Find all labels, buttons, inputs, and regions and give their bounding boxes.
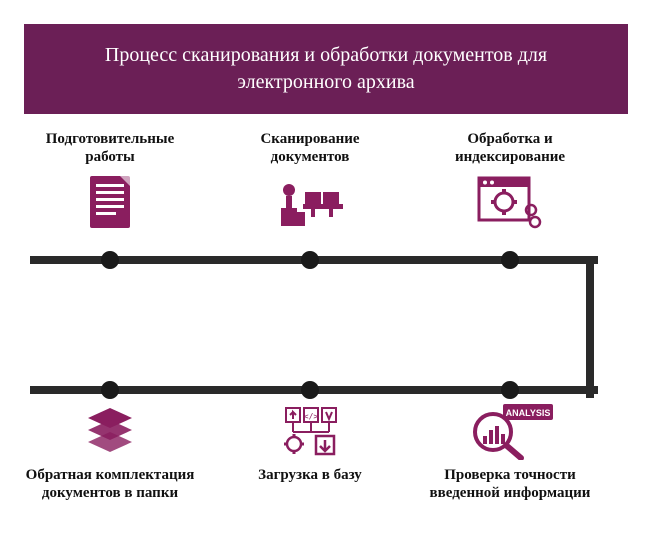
step-label: Подготовительные работы — [20, 130, 200, 166]
step-prep: Подготовительные работы — [20, 130, 200, 232]
stack-icon — [75, 400, 145, 460]
gears-window-icon — [475, 172, 545, 232]
flow-edge — [586, 260, 594, 398]
step-upload: </> Загрузка в базу — [220, 400, 400, 484]
flow-node — [101, 381, 119, 399]
analysis-badge-text: ANALYSIS — [506, 408, 551, 418]
flow-node — [301, 251, 319, 269]
step-verify: ANALYSIS Проверка точности введенной инф… — [420, 400, 600, 502]
document-icon — [75, 172, 145, 232]
step-label: Сканирование документов — [220, 130, 400, 166]
step-index: Обработка и индексирование — [420, 130, 600, 232]
step-label: Обработка и индексирование — [420, 130, 600, 166]
flow-node — [501, 381, 519, 399]
flow-node — [301, 381, 319, 399]
step-label: Загрузка в базу — [220, 466, 400, 484]
svg-text:</>: </> — [304, 412, 319, 421]
step-label: Обратная комплектация документов в папки — [20, 466, 200, 502]
analysis-icon: ANALYSIS — [465, 400, 555, 460]
flow-node — [101, 251, 119, 269]
scanner-icon — [275, 172, 345, 232]
flow-node — [501, 251, 519, 269]
page-title: Процесс сканирования и обработки докумен… — [64, 42, 588, 96]
step-scan: Сканирование документов — [220, 130, 400, 232]
step-label: Проверка точности введенной информации — [420, 466, 600, 502]
header-banner: Процесс сканирования и обработки докумен… — [24, 24, 628, 114]
step-stack: Обратная комплектация документов в папки — [20, 400, 200, 502]
database-upload-icon: </> — [275, 400, 345, 460]
flow-canvas: Подготовительные работы Сканирование док… — [0, 130, 652, 551]
